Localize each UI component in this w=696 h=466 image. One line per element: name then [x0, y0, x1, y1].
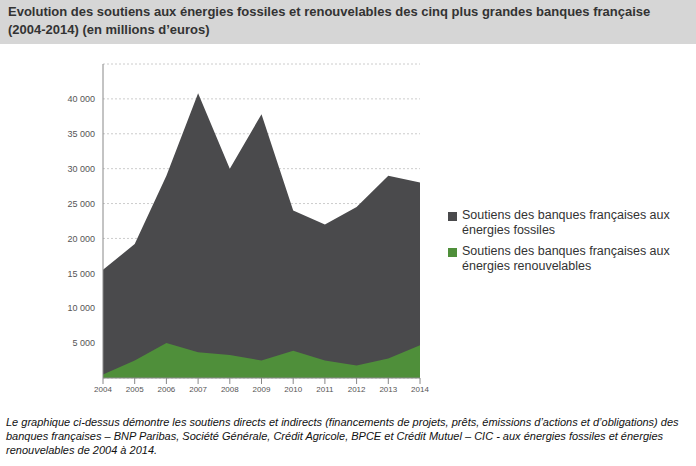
svg-text:2012: 2012	[348, 385, 366, 394]
svg-text:2009: 2009	[253, 385, 271, 394]
svg-text:5 000: 5 000	[72, 338, 95, 348]
svg-text:2004: 2004	[94, 385, 112, 394]
svg-text:2013: 2013	[379, 385, 397, 394]
html-text:Soutiens des banques française: Soutiens des banques françaises aux éner…	[462, 244, 670, 273]
svg-text:25 000: 25 000	[67, 199, 95, 209]
svg-text:2014: 2014	[411, 385, 429, 394]
svg-text:2006: 2006	[158, 385, 176, 394]
svg-text:2011: 2011	[316, 385, 334, 394]
svg-text:35 000: 35 000	[67, 129, 95, 139]
html-text:Soutiens des banques française: Soutiens des banques françaises aux éner…	[462, 208, 670, 237]
svg-text:2005: 2005	[126, 385, 144, 394]
svg-text:2010: 2010	[284, 385, 302, 394]
svg-text:20 000: 20 000	[67, 234, 95, 244]
svg-text:30 000: 30 000	[67, 164, 95, 174]
svg-text:10 000: 10 000	[67, 303, 95, 313]
html-text:Le graphique ci-dessus démontr: Le graphique ci-dessus démontre les sout…	[6, 416, 679, 456]
svg-text:40 000: 40 000	[67, 94, 95, 104]
svg-text:2008: 2008	[221, 385, 239, 394]
svg-text:15 000: 15 000	[67, 269, 95, 279]
html-text:Evolution des soutiens aux éne: Evolution des soutiens aux énergies foss…	[8, 4, 651, 37]
svg-text:2007: 2007	[189, 385, 207, 394]
